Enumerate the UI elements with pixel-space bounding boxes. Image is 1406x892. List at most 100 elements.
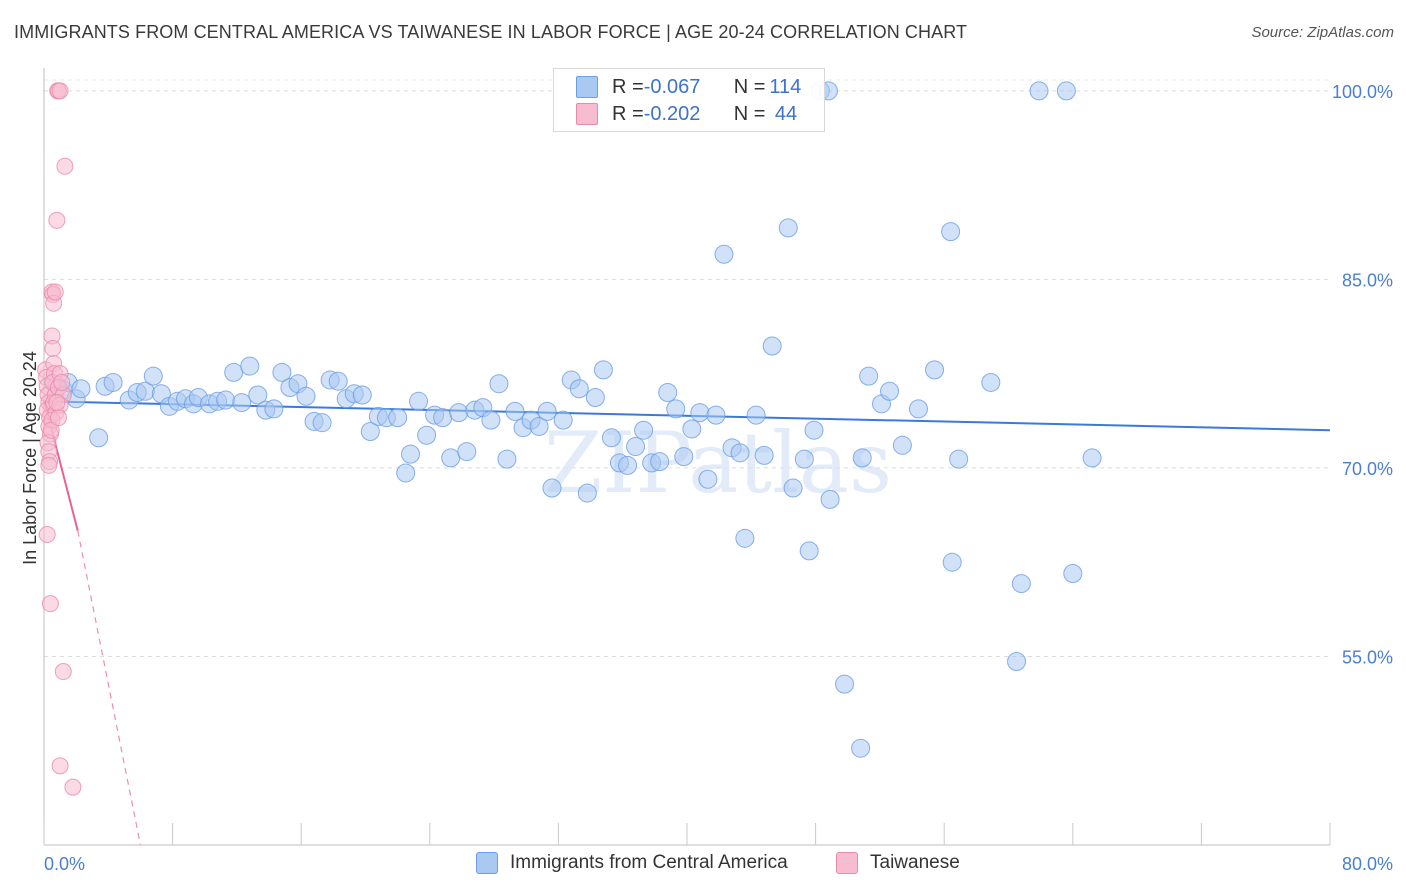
watermark: ZIPatlas: [544, 414, 892, 512]
point-central-america: [1007, 651, 1027, 671]
point-taiwanese: [51, 757, 69, 775]
point-central-america: [783, 478, 803, 498]
correlation-legend: R = -0.067 N = 114 R = -0.202 N = 44: [553, 68, 825, 132]
point-taiwanese: [44, 340, 62, 358]
point-taiwanese: [48, 394, 66, 412]
point-taiwanese: [41, 595, 59, 613]
n-label: N =: [733, 75, 766, 98]
point-central-america: [682, 419, 702, 439]
point-central-america: [542, 478, 562, 498]
source-credit: Source: ZipAtlas.com: [1251, 24, 1394, 41]
point-central-america: [908, 399, 928, 419]
point-central-america: [585, 388, 605, 408]
point-central-america: [396, 463, 416, 483]
y-tick-label: 55.0%: [1342, 647, 1393, 667]
r-value: -0.067: [643, 75, 701, 98]
point-central-america: [593, 360, 613, 380]
point-central-america: [1063, 564, 1083, 584]
r-label: R =: [612, 75, 644, 98]
point-central-america: [553, 410, 573, 430]
point-central-america: [505, 401, 525, 421]
point-central-america: [103, 372, 123, 392]
point-central-america: [949, 449, 969, 469]
point-central-america: [240, 356, 260, 376]
x-tick-label: 0.0%: [44, 854, 85, 874]
point-central-america: [859, 366, 879, 386]
legend-row-taiwanese: R = -0.202 N = 44: [576, 102, 797, 126]
data-points: [37, 81, 1102, 796]
r-label: R =: [612, 102, 644, 125]
legend-row-central-america: R = -0.067 N = 114: [576, 75, 801, 99]
legend-swatch-blue: [576, 76, 598, 98]
point-central-america: [529, 416, 549, 436]
point-central-america: [388, 408, 408, 428]
chart-title: IMMIGRANTS FROM CENTRAL AMERICA VS TAIWA…: [14, 22, 968, 42]
legend-swatch-blue: [476, 852, 498, 874]
point-taiwanese: [46, 283, 64, 301]
y-tick-label: 70.0%: [1342, 459, 1393, 479]
point-central-america: [409, 391, 429, 411]
point-central-america: [417, 425, 437, 445]
legend-swatch-pink: [576, 103, 598, 125]
point-central-america: [569, 379, 589, 399]
point-central-america: [626, 437, 646, 457]
point-central-america: [698, 469, 718, 489]
legend-item-central-america: Immigrants from Central America: [476, 852, 788, 874]
point-central-america: [89, 428, 109, 448]
point-central-america: [248, 385, 268, 405]
legend-label: Immigrants from Central America: [510, 852, 788, 873]
point-central-america: [71, 379, 91, 399]
point-central-america: [804, 420, 824, 440]
point-central-america: [942, 552, 962, 572]
legend-label: Taiwanese: [870, 852, 960, 873]
point-central-america: [735, 528, 755, 548]
point-central-america: [1011, 574, 1031, 594]
x-tick-label: 80.0%: [1342, 854, 1393, 874]
point-central-america: [658, 383, 678, 403]
point-central-america: [312, 413, 332, 433]
point-central-america: [360, 421, 380, 441]
point-central-america: [433, 408, 453, 428]
series-legend: Immigrants from Central America Taiwanes…: [0, 852, 1406, 876]
point-central-america: [352, 385, 372, 405]
legend-swatch-pink: [836, 852, 858, 874]
point-central-america: [852, 448, 872, 468]
point-central-america: [481, 410, 501, 430]
point-taiwanese: [38, 526, 56, 544]
point-taiwanese: [42, 421, 60, 439]
point-central-america: [650, 452, 670, 472]
point-central-america: [489, 374, 509, 394]
point-central-america: [1056, 81, 1076, 101]
point-central-america: [820, 489, 840, 509]
point-central-america: [577, 483, 597, 503]
point-central-america: [799, 541, 819, 561]
point-central-america: [981, 372, 1001, 392]
point-central-america: [892, 435, 912, 455]
point-central-america: [618, 455, 638, 475]
trend-line-extension: [77, 530, 142, 846]
point-central-america: [925, 360, 945, 380]
point-central-america: [730, 443, 750, 463]
point-central-america: [634, 420, 654, 440]
point-central-america: [232, 393, 252, 413]
point-central-america: [851, 738, 871, 758]
point-central-america: [941, 222, 961, 242]
point-central-america: [272, 362, 292, 382]
point-central-america: [441, 448, 461, 468]
point-central-america: [401, 444, 421, 464]
point-central-america: [143, 366, 163, 386]
y-tick-label: 100.0%: [1332, 82, 1393, 102]
n-value: 114: [769, 75, 802, 98]
point-taiwanese: [54, 663, 72, 681]
point-central-america: [497, 449, 517, 469]
point-central-america: [328, 371, 348, 391]
point-central-america: [457, 442, 477, 462]
point-central-america: [449, 403, 469, 423]
point-taiwanese: [51, 82, 69, 100]
point-central-america: [674, 447, 694, 467]
point-central-america: [746, 405, 766, 425]
n-label: N =: [733, 102, 766, 125]
point-central-america: [880, 381, 900, 401]
point-taiwanese: [40, 456, 58, 474]
